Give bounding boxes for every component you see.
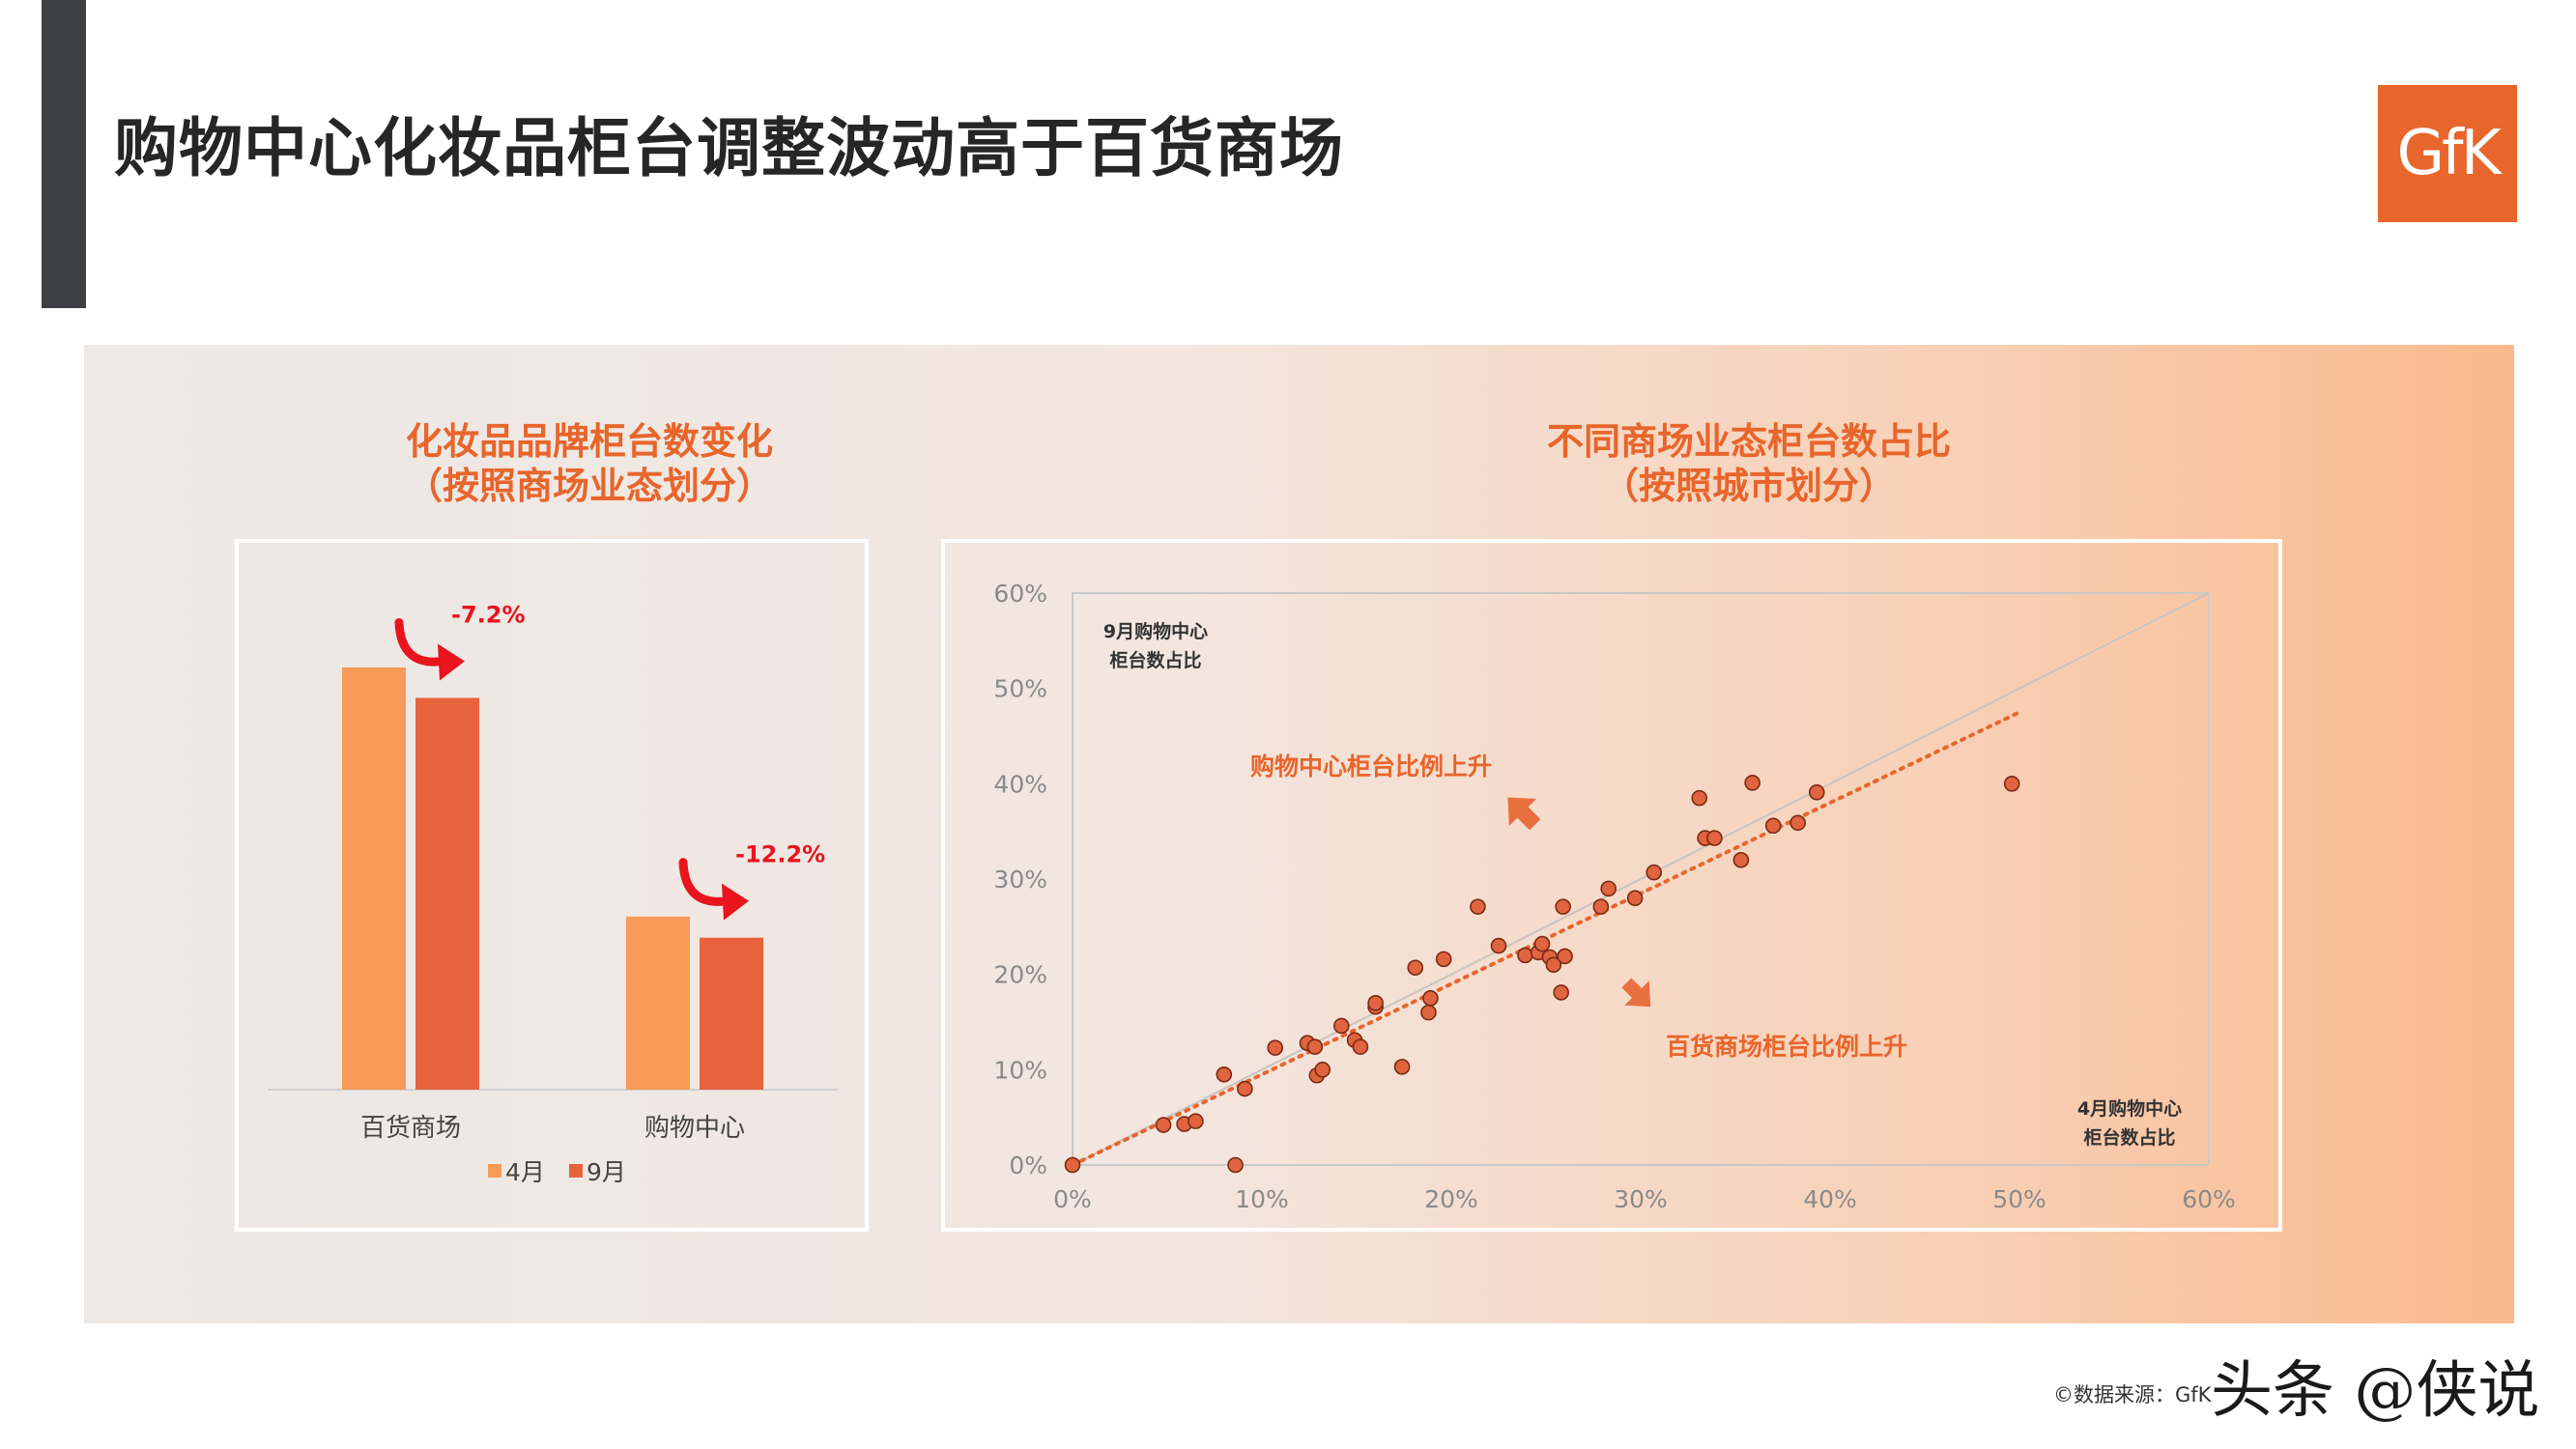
- scatter-chart-title-line2: （按照城市划分）: [1601, 465, 1896, 507]
- bar-apr-2: [626, 916, 690, 1090]
- arrow-down-right-shape: [1621, 978, 1651, 1008]
- scatter-point: [1592, 898, 1610, 915]
- bar-sep-2: [700, 937, 763, 1090]
- scatter-point: [1646, 864, 1663, 881]
- scatter-point: [1422, 990, 1439, 1007]
- arrow-down-right-icon: [1621, 978, 1651, 1008]
- scatter-point: [1314, 1062, 1331, 1078]
- scatter-point: [1545, 956, 1562, 974]
- scatter-point: [1533, 935, 1551, 952]
- x-axis-label-line2: 柜台数占比: [2083, 1126, 2175, 1149]
- scatter-point: [1237, 1080, 1253, 1097]
- bar-chart-title: 化妆品品牌柜台数变化 （按照商场业态划分）: [237, 419, 942, 508]
- page-title: 购物中心化妆品柜台调整波动高于百货商场: [114, 111, 1344, 185]
- scatter-point: [1333, 1017, 1350, 1035]
- scatter-point: [1227, 1156, 1244, 1174]
- scatter-point: [1744, 775, 1760, 791]
- scatter-point: [1555, 898, 1571, 915]
- scatter-point: [1706, 830, 1723, 846]
- y-tick-label: 40%: [993, 770, 1047, 798]
- change-arrow-head-icon: [722, 883, 749, 921]
- bar-apr-1: [342, 668, 406, 1090]
- y-axis-label-line1: 9月购物中心: [1103, 620, 1208, 642]
- watermark: 头条 @侠说: [2211, 1355, 2540, 1427]
- scatter-point: [2003, 776, 2020, 792]
- x-axis-label-line1: 4月购物中心: [2077, 1097, 2182, 1120]
- bar-category-label: 购物中心: [644, 1114, 745, 1143]
- scatter-point: [1808, 783, 1825, 801]
- scatter-point: [1435, 951, 1452, 968]
- y-tick-label: 60%: [993, 580, 1047, 608]
- scatter-point: [1188, 1113, 1204, 1129]
- legend-swatch-apr: [488, 1164, 501, 1178]
- y-tick-label: 0%: [1009, 1151, 1047, 1179]
- x-tick-label: 20%: [1424, 1185, 1478, 1213]
- change-arrow-head-icon: [438, 643, 465, 681]
- content-panel: [84, 345, 2514, 1323]
- scatter-point: [1064, 1156, 1081, 1174]
- bar-chart-frame: 百货商场 -7.2% 购物中心 -12.2% 4月 9月: [235, 539, 869, 1232]
- scatter-point: [1789, 814, 1806, 832]
- scatter-chart: 0% 10% 20% 30% 40% 50% 60% 0% 10% 20% 30% 40% 50% 60%…: [993, 580, 2236, 1213]
- bar-chart-title-line2: （按照商场业态划分）: [405, 465, 773, 507]
- footer-source: ©数据来源：GfK: [2053, 1383, 2212, 1406]
- scatter-point: [1732, 851, 1750, 868]
- legend-label-apr: 4月: [505, 1158, 545, 1186]
- scatter-point: [1393, 1059, 1411, 1075]
- scatter-point: [1553, 984, 1569, 1001]
- scatter-point: [1557, 948, 1573, 965]
- annotation-dept-up: 百货商场柜台比例上升: [1666, 1033, 1907, 1061]
- arrow-up-left-shape: [1507, 797, 1541, 831]
- x-tick-label: 60%: [2182, 1185, 2236, 1213]
- bar-sep-1: [415, 697, 479, 1090]
- scatter-point: [1352, 1038, 1369, 1055]
- scatter-point: [1764, 817, 1782, 835]
- x-tick-label: 30%: [1614, 1185, 1668, 1213]
- scatter-point: [1407, 959, 1424, 977]
- annotation-mall-up: 购物中心柜台比例上升: [1250, 753, 1492, 781]
- y-axis-label-line2: 柜台数占比: [1109, 649, 1201, 671]
- x-tick-label: 10%: [1235, 1185, 1289, 1213]
- title-accent-bar: [42, 0, 86, 308]
- scatter-point: [1367, 994, 1384, 1011]
- x-tick-label: 50%: [1992, 1185, 2046, 1213]
- scatter-point: [1626, 890, 1644, 907]
- bar-chart: 百货商场 -7.2% 购物中心 -12.2% 4月 9月: [268, 601, 838, 1186]
- scatter-point: [1470, 898, 1486, 915]
- x-tick-label: 40%: [1803, 1185, 1857, 1213]
- scatter-point: [1517, 947, 1533, 964]
- bar-chart-title-line1: 化妆品品牌柜台数变化: [405, 420, 773, 463]
- y-tick-label: 20%: [993, 961, 1047, 989]
- y-tick-label: 10%: [993, 1056, 1047, 1084]
- legend-label-sep: 9月: [587, 1158, 626, 1186]
- scatter-point: [1306, 1038, 1324, 1055]
- scatter-point: [1155, 1117, 1172, 1133]
- bar-change-label: -12.2%: [735, 841, 825, 868]
- scatter-point: [1600, 880, 1617, 897]
- scatter-chart-frame: 0% 10% 20% 30% 40% 50% 60% 0% 10% 20% 30% 40% 50% 60%…: [941, 539, 2282, 1232]
- scatter-point: [1267, 1039, 1284, 1056]
- change-arrow-icon: [394, 617, 448, 667]
- bar-category-label: 百货商场: [360, 1114, 461, 1143]
- arrow-up-left-icon: [1507, 797, 1541, 831]
- reference-diagonal-line: [1072, 592, 2210, 1166]
- change-arrow-icon: [678, 858, 732, 906]
- scatter-point: [1216, 1065, 1233, 1083]
- scatter-point: [1691, 789, 1708, 807]
- gfk-logo: GfK: [2378, 85, 2517, 222]
- bar-change-label: -7.2%: [451, 601, 526, 628]
- scatter-chart-title: 不同商场业态柜台数占比 （按照城市划分）: [1266, 419, 2232, 508]
- logo-text: GfK: [2396, 118, 2501, 189]
- y-tick-label: 50%: [993, 675, 1047, 703]
- legend-swatch-sep: [569, 1164, 583, 1178]
- scatter-chart-title-line1: 不同商场业态柜台数占比: [1546, 420, 1951, 463]
- y-tick-label: 30%: [993, 866, 1047, 894]
- x-tick-label: 0%: [1053, 1185, 1092, 1213]
- scatter-point: [1490, 937, 1507, 954]
- scatter-point: [1420, 1004, 1437, 1021]
- plot-area-frame: [1072, 592, 2210, 1166]
